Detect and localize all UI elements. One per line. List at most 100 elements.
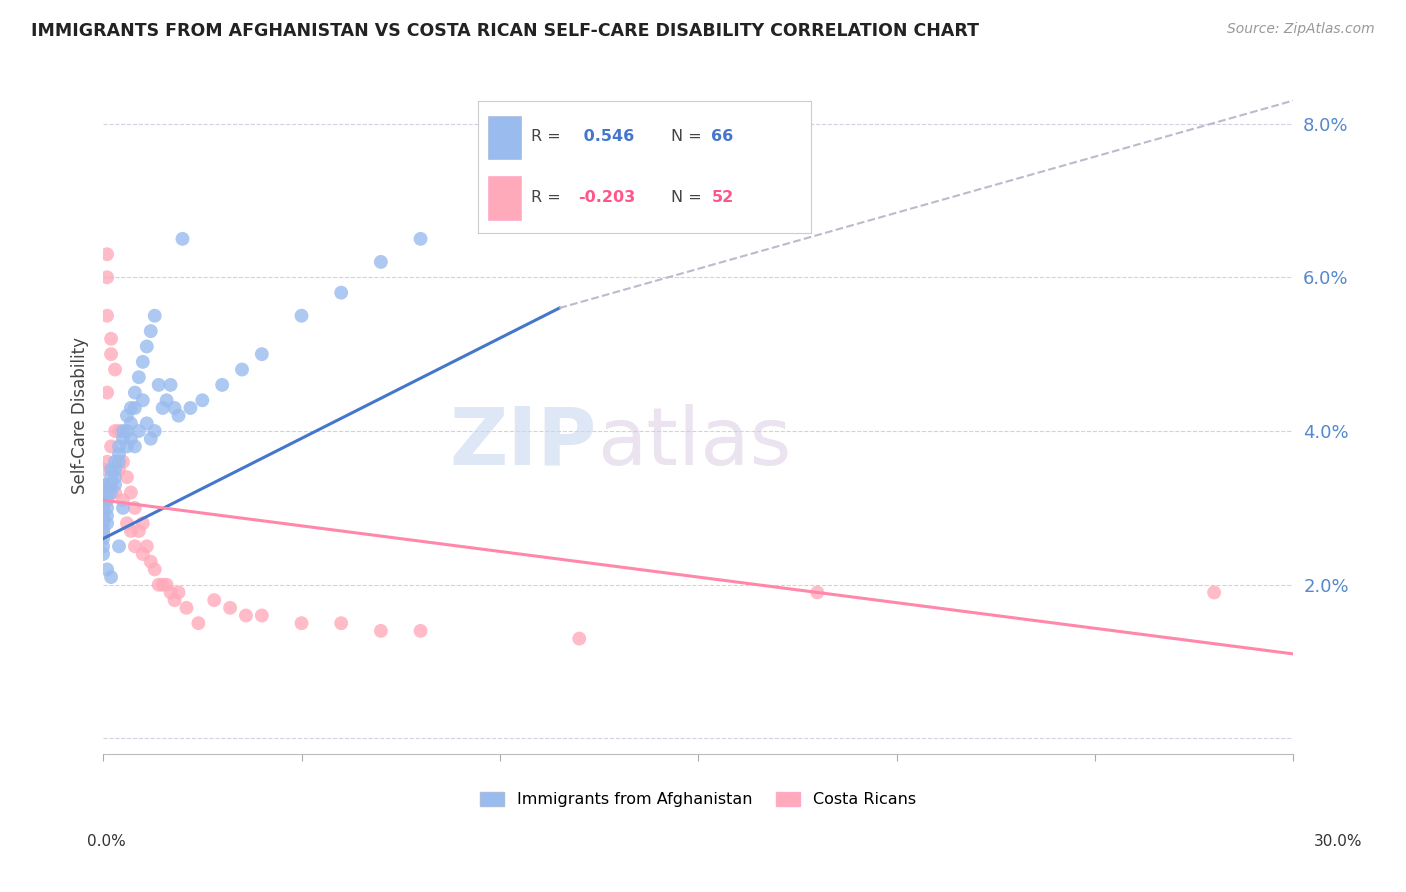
Legend: Immigrants from Afghanistan, Costa Ricans: Immigrants from Afghanistan, Costa Rican… xyxy=(474,785,922,814)
Point xyxy=(120,524,142,538)
Point xyxy=(163,401,186,415)
Point xyxy=(91,547,114,561)
Point xyxy=(96,455,118,469)
Point xyxy=(96,485,118,500)
Point xyxy=(159,378,181,392)
Point xyxy=(132,516,155,531)
Point xyxy=(135,417,157,431)
Point xyxy=(111,493,134,508)
Point xyxy=(96,508,118,523)
Point xyxy=(100,439,122,453)
Point xyxy=(104,424,127,438)
Point xyxy=(100,485,122,500)
Point xyxy=(108,447,131,461)
Point xyxy=(167,585,190,599)
Point xyxy=(163,593,186,607)
Point xyxy=(91,508,114,523)
Point xyxy=(139,555,162,569)
Point xyxy=(124,439,146,453)
Point xyxy=(91,516,114,531)
Point xyxy=(96,247,118,261)
Point xyxy=(148,578,170,592)
Point xyxy=(124,385,146,400)
Point xyxy=(139,432,162,446)
Point xyxy=(124,401,146,415)
Point xyxy=(152,401,174,415)
Point xyxy=(104,470,127,484)
Point xyxy=(91,532,114,546)
Point xyxy=(179,401,201,415)
Point xyxy=(115,409,138,423)
Point xyxy=(104,478,127,492)
Text: atlas: atlas xyxy=(598,404,792,482)
Point xyxy=(128,424,150,438)
Point xyxy=(100,332,122,346)
Point xyxy=(290,616,312,631)
Point xyxy=(91,539,114,553)
Point xyxy=(96,493,118,508)
Point xyxy=(124,500,146,515)
Point xyxy=(100,470,122,484)
Text: ZIP: ZIP xyxy=(450,404,598,482)
Point xyxy=(111,500,134,515)
Point xyxy=(135,339,157,353)
Point xyxy=(96,562,118,576)
Point xyxy=(370,255,392,269)
Point xyxy=(187,616,209,631)
Point xyxy=(108,439,131,453)
Point xyxy=(202,593,225,607)
Point xyxy=(115,424,138,438)
Text: 0.0%: 0.0% xyxy=(87,834,127,848)
Point xyxy=(148,378,170,392)
Point xyxy=(96,385,118,400)
Point xyxy=(176,600,198,615)
Point xyxy=(409,232,432,246)
Point xyxy=(104,462,127,476)
Point xyxy=(143,424,166,438)
Point xyxy=(235,608,257,623)
Point xyxy=(1204,585,1226,599)
Point xyxy=(120,401,142,415)
Point xyxy=(128,370,150,384)
Point xyxy=(96,478,118,492)
Point xyxy=(143,309,166,323)
Point xyxy=(104,455,127,469)
Point xyxy=(96,270,118,285)
Point xyxy=(91,500,114,515)
Point xyxy=(806,585,828,599)
Point xyxy=(96,309,118,323)
Point xyxy=(104,485,127,500)
Point xyxy=(191,393,214,408)
Point xyxy=(96,516,118,531)
Point xyxy=(211,378,233,392)
Point xyxy=(108,424,131,438)
Point xyxy=(409,624,432,638)
Point xyxy=(132,355,155,369)
Point xyxy=(96,500,118,515)
Point xyxy=(91,524,114,538)
Point xyxy=(120,417,142,431)
Point xyxy=(250,347,273,361)
Point xyxy=(172,232,194,246)
Point xyxy=(91,462,114,476)
Y-axis label: Self-Care Disability: Self-Care Disability xyxy=(72,337,89,494)
Point xyxy=(91,524,114,538)
Point xyxy=(370,624,392,638)
Point xyxy=(128,524,150,538)
Point xyxy=(568,632,591,646)
Point xyxy=(152,578,174,592)
Point xyxy=(132,393,155,408)
Point xyxy=(115,516,138,531)
Point xyxy=(100,570,122,584)
Text: IMMIGRANTS FROM AFGHANISTAN VS COSTA RICAN SELF-CARE DISABILITY CORRELATION CHAR: IMMIGRANTS FROM AFGHANISTAN VS COSTA RIC… xyxy=(31,22,979,40)
Point xyxy=(120,432,142,446)
Point xyxy=(139,324,162,338)
Point xyxy=(124,539,146,553)
Point xyxy=(330,285,353,300)
Point xyxy=(91,485,114,500)
Point xyxy=(91,493,114,508)
Point xyxy=(120,485,142,500)
Point xyxy=(108,539,131,553)
Point xyxy=(111,424,134,438)
Point xyxy=(156,393,179,408)
